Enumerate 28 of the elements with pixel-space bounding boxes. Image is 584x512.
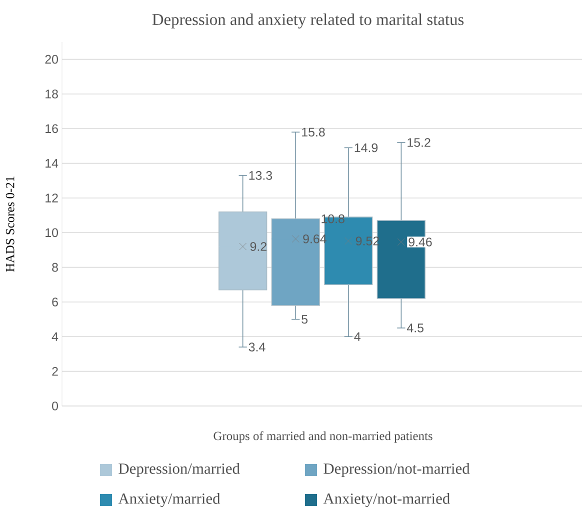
legend-label: Anxiety/married bbox=[118, 492, 220, 508]
annotation: 9.46 bbox=[408, 238, 432, 246]
annotation: 4 bbox=[354, 332, 360, 341]
y-tick-label: 18 bbox=[46, 90, 58, 98]
chart-title: Depression and anxiety related to marital status bbox=[152, 14, 464, 28]
y-tick-label: 16 bbox=[46, 124, 58, 134]
y-tick-label: 14 bbox=[46, 159, 58, 168]
legend-label: Depression/not-married bbox=[324, 462, 470, 477]
y-tick-label: 0 bbox=[52, 402, 58, 410]
legend-label: Depression/married bbox=[118, 462, 240, 477]
legend-label: Anxiety/not-married bbox=[323, 492, 450, 508]
y-tick-label: 10 bbox=[46, 228, 58, 238]
annotation: 9.2 bbox=[250, 242, 266, 251]
annotation: 13.3 bbox=[249, 171, 272, 180]
y-tick-label: 6 bbox=[52, 298, 58, 306]
y-tick-label: 12 bbox=[46, 194, 58, 202]
y-tick-label: 4 bbox=[52, 332, 58, 341]
annotation: 14.9 bbox=[354, 143, 378, 152]
annotation: 5 bbox=[302, 314, 308, 324]
annotation: 15.8 bbox=[302, 128, 325, 137]
x-axis-title: Groups of married and non-married patients bbox=[214, 431, 432, 443]
y-tick-label: 2 bbox=[52, 366, 58, 376]
annotation: 15.2 bbox=[408, 138, 430, 147]
y-tick-label: 20 bbox=[45, 54, 58, 64]
y-axis-title: HADS Scores 0-21 bbox=[6, 176, 14, 272]
annotation: 4.5 bbox=[406, 324, 424, 332]
annotation: 3.4 bbox=[248, 342, 266, 352]
y-tick-label: 8 bbox=[52, 262, 58, 272]
